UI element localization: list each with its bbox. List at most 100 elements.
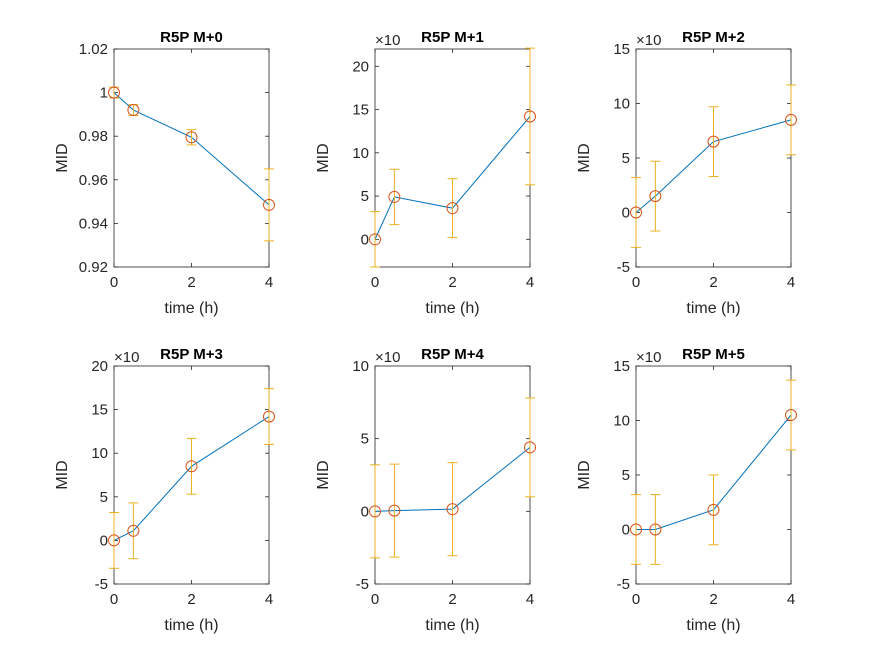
- y-tick-label: 0: [361, 503, 369, 520]
- y-tick-label: -5: [356, 576, 369, 593]
- y-tick-label: 0.92: [79, 259, 108, 276]
- data-point: [388, 190, 401, 203]
- y-tick-label: 0: [361, 231, 369, 248]
- y-tick-label: 20: [91, 358, 108, 375]
- x-axis-label: time (h): [164, 300, 218, 317]
- subplot-title: R5P M+3: [160, 346, 223, 363]
- axis-multiplier: ×10: [375, 32, 400, 49]
- y-tick-label: -5: [617, 576, 630, 593]
- x-axis-label: time (h): [164, 617, 218, 634]
- data-point: [707, 135, 720, 148]
- data-point: [388, 504, 401, 517]
- y-tick-label: 5: [622, 150, 630, 167]
- x-axis-label: time (h): [686, 300, 740, 317]
- data-point: [785, 113, 797, 126]
- x-tick-label: 2: [187, 591, 195, 608]
- y-tick-label: 10: [613, 413, 630, 430]
- y-axis-label: MID: [54, 143, 71, 172]
- y-tick-label: 5: [100, 489, 108, 506]
- x-tick-label: 4: [526, 274, 534, 291]
- x-tick-label: 4: [265, 591, 273, 608]
- axis-multiplier: ×10: [114, 349, 139, 366]
- data-point: [185, 460, 198, 473]
- x-tick-label: 0: [632, 274, 640, 291]
- y-tick-label: 15: [91, 402, 108, 419]
- x-tick-label: 0: [371, 591, 379, 608]
- y-tick-label: 15: [352, 102, 369, 119]
- y-axis-label: MID: [576, 143, 593, 172]
- subplot-1: 0.92 0.94 0.96 0.98 1 1.02 0 2 4 time (h) MID R5P M…: [54, 29, 275, 317]
- y-tick-label: 10: [352, 358, 369, 375]
- y-tick-label: 0: [100, 532, 108, 549]
- data-point: [185, 131, 198, 144]
- data-point: [524, 441, 536, 454]
- axis-multiplier: ×10: [636, 349, 661, 366]
- y-tick-label: 15: [613, 358, 630, 375]
- y-axis-label: MID: [576, 460, 593, 489]
- data-point: [127, 104, 140, 117]
- axes-box: [113, 48, 270, 268]
- y-tick-label: 10: [613, 96, 630, 113]
- data-point: [630, 206, 642, 219]
- x-tick-label: 4: [265, 274, 273, 291]
- data-point: [369, 505, 381, 518]
- y-tick-label: 15: [613, 41, 630, 58]
- data-point: [707, 503, 720, 516]
- data-point: [649, 523, 662, 536]
- x-tick-label: 4: [787, 591, 795, 608]
- x-axis-label: time (h): [425, 617, 479, 634]
- x-tick-label: 2: [709, 591, 717, 608]
- axis-multiplier: ×10: [636, 32, 661, 49]
- y-tick-label: 10: [91, 445, 108, 462]
- data-point: [263, 410, 275, 423]
- y-tick-label: 20: [352, 58, 369, 75]
- y-tick-label: -5: [95, 576, 108, 593]
- x-tick-label: 4: [787, 274, 795, 291]
- x-axis-label: time (h): [425, 300, 479, 317]
- series-line: [113, 416, 270, 541]
- x-tick-label: 0: [110, 274, 118, 291]
- y-tick-label: -5: [617, 259, 630, 276]
- data-point: [446, 202, 459, 215]
- x-tick-label: 0: [110, 591, 118, 608]
- x-axis-label: time (h): [686, 617, 740, 634]
- x-tick-label: 2: [448, 274, 456, 291]
- x-tick-label: 2: [709, 274, 717, 291]
- subplot-title: R5P M+0: [160, 29, 223, 46]
- y-tick-label: 1.02: [79, 41, 108, 58]
- data-point: [524, 110, 536, 123]
- series-line: [374, 116, 531, 240]
- y-tick-label: 0.94: [79, 215, 108, 232]
- y-tick-label: 5: [361, 188, 369, 205]
- y-axis-label: MID: [315, 460, 332, 489]
- x-tick-label: 2: [187, 274, 195, 291]
- x-tick-label: 0: [632, 591, 640, 608]
- data-point: [108, 534, 120, 547]
- y-tick-label: 0: [622, 205, 630, 222]
- y-tick-label: 0: [622, 522, 630, 539]
- subplot-title: R5P M+1: [421, 29, 484, 46]
- series-line: [635, 119, 792, 213]
- y-tick-label: 10: [352, 145, 369, 162]
- x-tick-label: 0: [371, 274, 379, 291]
- x-tick-label: 4: [526, 591, 534, 608]
- data-point: [630, 523, 642, 536]
- y-tick-label: 5: [361, 431, 369, 448]
- y-tick-label: 1: [100, 85, 108, 102]
- data-point: [785, 409, 797, 422]
- data-point: [369, 233, 381, 246]
- subplot-title: R5P M+4: [421, 346, 484, 363]
- data-point: [127, 524, 140, 537]
- x-tick-label: 2: [448, 591, 456, 608]
- y-tick-label: 5: [622, 467, 630, 484]
- series-line: [636, 414, 792, 530]
- axis-multiplier: ×10: [375, 349, 400, 366]
- series-line: [374, 446, 531, 512]
- y-axis-label: MID: [315, 143, 332, 172]
- data-point: [649, 190, 662, 203]
